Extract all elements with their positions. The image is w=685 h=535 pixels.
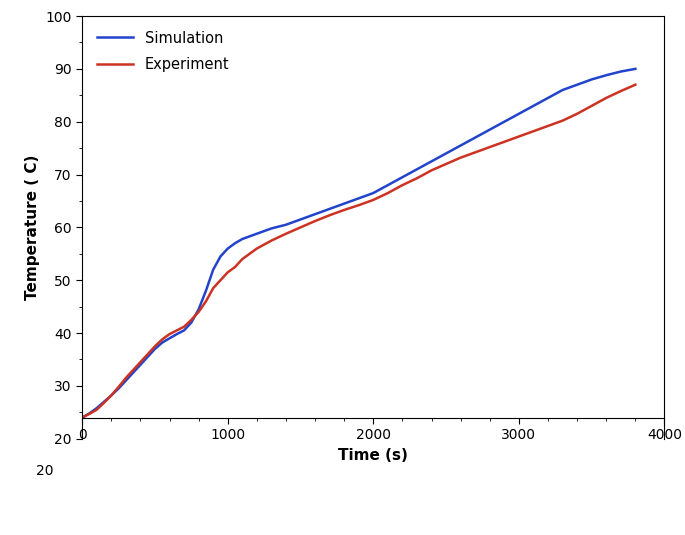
Experiment bbox=[100, 400, 108, 406]
Experiment bbox=[86, 411, 94, 417]
Experiment bbox=[413, 175, 421, 181]
Experiment bbox=[209, 285, 217, 292]
Experiment bbox=[340, 207, 348, 213]
Experiment bbox=[180, 324, 188, 330]
Experiment bbox=[486, 144, 494, 150]
Experiment bbox=[311, 218, 319, 224]
Experiment bbox=[427, 167, 436, 173]
Experiment bbox=[544, 123, 552, 129]
X-axis label: Time (s): Time (s) bbox=[338, 448, 408, 463]
Simulation bbox=[616, 68, 625, 75]
Experiment bbox=[631, 81, 639, 88]
Experiment bbox=[267, 238, 275, 244]
Experiment bbox=[384, 190, 392, 196]
Experiment bbox=[78, 414, 86, 421]
Experiment bbox=[325, 212, 334, 218]
Experiment bbox=[471, 149, 480, 156]
Experiment bbox=[514, 133, 523, 140]
Experiment bbox=[92, 407, 101, 413]
Experiment bbox=[355, 202, 363, 209]
Experiment bbox=[616, 88, 625, 94]
Experiment bbox=[129, 367, 137, 373]
Experiment bbox=[158, 336, 166, 342]
Line: Simulation: Simulation bbox=[82, 69, 635, 417]
Simulation bbox=[78, 414, 86, 421]
Simulation bbox=[195, 306, 203, 312]
Experiment bbox=[500, 139, 508, 145]
Experiment bbox=[588, 103, 596, 109]
Experiment bbox=[398, 182, 406, 188]
Experiment bbox=[602, 95, 610, 101]
Simulation bbox=[631, 66, 639, 72]
Simulation bbox=[187, 319, 195, 326]
Experiment bbox=[297, 224, 305, 231]
Experiment bbox=[573, 111, 581, 117]
Experiment bbox=[231, 264, 239, 270]
Experiment bbox=[144, 351, 152, 357]
Experiment bbox=[187, 317, 195, 323]
Experiment bbox=[530, 128, 538, 134]
Experiment bbox=[195, 309, 203, 315]
Simulation bbox=[158, 339, 166, 346]
Experiment bbox=[282, 231, 290, 237]
Experiment bbox=[216, 277, 225, 284]
Experiment bbox=[223, 269, 232, 276]
Experiment bbox=[253, 245, 261, 251]
Legend: Simulation, Experiment: Simulation, Experiment bbox=[90, 24, 237, 80]
Experiment bbox=[136, 359, 145, 365]
Experiment bbox=[173, 327, 181, 334]
Experiment bbox=[151, 343, 159, 349]
Line: Experiment: Experiment bbox=[82, 85, 635, 417]
Text: 20: 20 bbox=[36, 464, 53, 478]
Experiment bbox=[456, 155, 464, 161]
Experiment bbox=[442, 160, 450, 167]
Experiment bbox=[122, 374, 130, 381]
Simulation bbox=[384, 182, 392, 188]
Experiment bbox=[107, 392, 115, 399]
Experiment bbox=[558, 118, 566, 124]
Simulation bbox=[427, 158, 436, 165]
Experiment bbox=[114, 384, 123, 390]
Experiment bbox=[238, 256, 247, 262]
Experiment bbox=[202, 298, 210, 304]
Experiment bbox=[369, 197, 377, 203]
Y-axis label: Temperature ( C): Temperature ( C) bbox=[25, 155, 40, 300]
Experiment bbox=[165, 331, 173, 337]
